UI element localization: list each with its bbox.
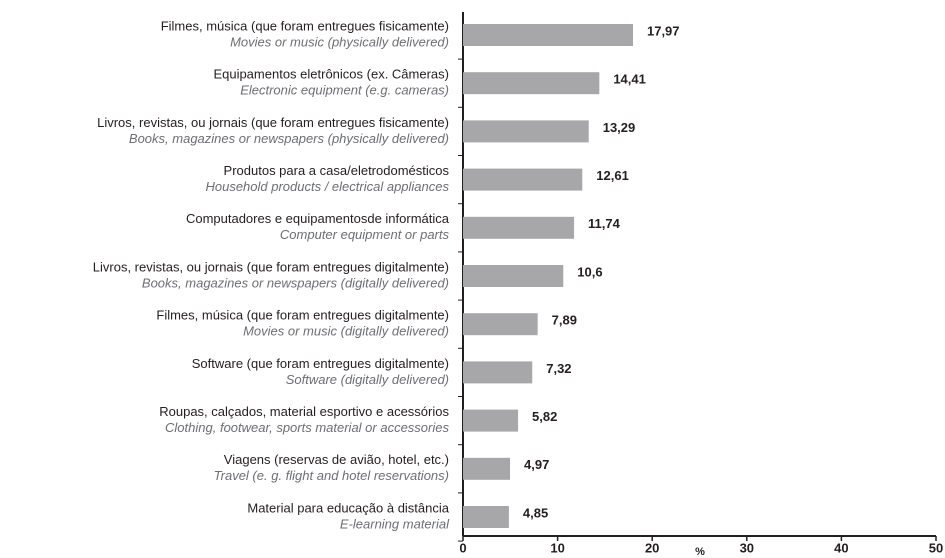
category-label: Roupas, calçados, material esportivo e a… <box>159 404 449 419</box>
bar <box>463 216 575 239</box>
x-tick-label: 40 <box>834 540 848 555</box>
category-label-en: Household products / electrical applianc… <box>205 179 449 194</box>
category-label: Livros, revistas, ou jornais (que foram … <box>97 115 449 130</box>
x-axis-label: % <box>695 546 705 558</box>
value-label: 7,32 <box>546 361 571 376</box>
value-label: 10,6 <box>577 264 602 279</box>
bar <box>463 409 519 432</box>
x-tick-label: 10 <box>550 540 564 555</box>
category-label: Material para educação à distância <box>247 500 449 515</box>
bar <box>463 168 583 191</box>
x-tick-label: 50 <box>929 540 943 555</box>
value-label: 12,61 <box>596 168 629 183</box>
bar <box>463 24 633 46</box>
category-label: Computadores e equipamentosde informátic… <box>186 211 450 226</box>
value-label: 11,74 <box>588 216 621 231</box>
value-label: 13,29 <box>603 120 636 135</box>
category-label: Filmes, música (que foram entregues fisi… <box>161 18 449 33</box>
value-label: 7,89 <box>552 313 577 328</box>
category-label-en: Software (digitally delivered) <box>286 372 449 387</box>
category-label-en: E-learning material <box>340 516 450 531</box>
category-label-en: Electronic equipment (e.g. cameras) <box>240 83 449 98</box>
x-tick-label: 0 <box>459 540 466 555</box>
bar <box>463 361 533 384</box>
x-tick-label: 20 <box>645 540 659 555</box>
value-label: 4,97 <box>524 457 549 472</box>
category-label: Produtos para a casa/eletrodomésticos <box>224 163 450 178</box>
category-label-en: Books, magazines or newspapers (physical… <box>129 131 449 146</box>
category-label-en: Movies or music (physically delivered) <box>230 34 449 49</box>
bar <box>463 506 509 528</box>
bar <box>463 265 564 287</box>
category-label: Livros, revistas, ou jornais (que foram … <box>93 259 449 274</box>
category-label: Viagens (reservas de avião, hotel, etc.) <box>224 452 449 467</box>
category-label: Filmes, música (que foram entregues digi… <box>156 308 449 323</box>
category-label-en: Computer equipment or parts <box>280 227 450 242</box>
category-label-en: Books, magazines or newspapers (digitall… <box>142 275 449 290</box>
value-label: 14,41 <box>613 72 646 87</box>
category-label: Equipamentos eletrônicos (ex. Câmeras) <box>213 67 449 82</box>
value-label: 4,85 <box>523 505 548 520</box>
x-tick-label: 30 <box>740 540 754 555</box>
category-label-en: Travel (e. g. flight and hotel reservati… <box>214 468 449 483</box>
value-label: 17,97 <box>647 23 680 38</box>
category-label-en: Movies or music (digitally delivered) <box>243 324 449 339</box>
category-label: Software (que foram entregues digitalmen… <box>192 356 449 371</box>
bar <box>463 313 538 336</box>
bar <box>463 120 589 143</box>
bar <box>463 72 600 95</box>
category-label-en: Clothing, footwear, sports material or a… <box>165 420 449 435</box>
value-label: 5,82 <box>532 409 557 424</box>
bar <box>463 457 511 480</box>
